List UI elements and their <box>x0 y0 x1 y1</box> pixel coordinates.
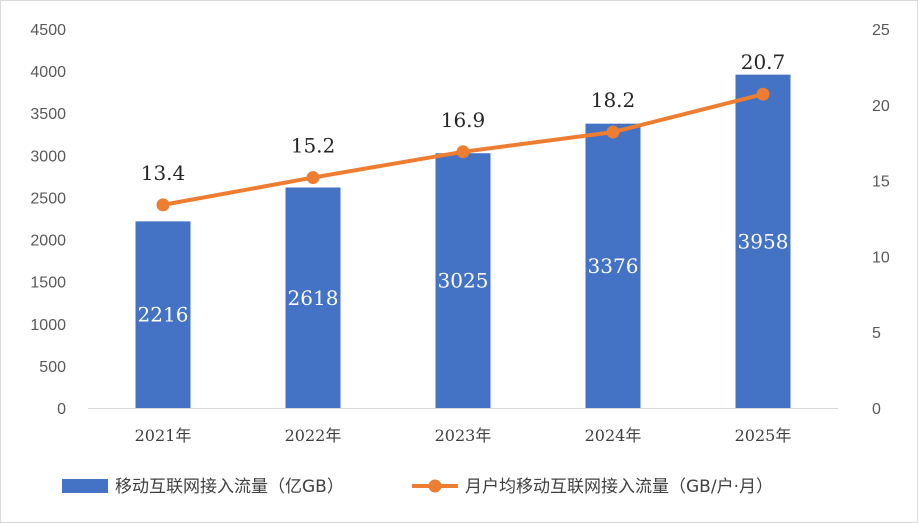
line-data-label: 16.9 <box>441 108 486 132</box>
line-point <box>756 87 770 101</box>
y-right-tick-label: 15 <box>872 174 890 191</box>
y-right-tick-label: 25 <box>872 22 890 39</box>
bar <box>735 74 791 409</box>
y-left-tick-label: 4500 <box>30 22 66 39</box>
x-tick-label: 2022年 <box>285 426 342 445</box>
y-left-tick-label: 1000 <box>30 317 66 334</box>
line-point <box>306 171 320 185</box>
bar-data-label: 2216 <box>138 303 189 327</box>
line-data-label: 18.2 <box>591 88 636 112</box>
y-right-tick-label: 5 <box>872 325 881 342</box>
legend-line-marker <box>428 479 442 493</box>
bar <box>435 153 491 408</box>
line-point <box>456 145 470 159</box>
line-data-label: 13.4 <box>141 161 186 185</box>
x-tick-label: 2025年 <box>735 426 792 445</box>
line-series: 13.4 15.2 16.9 18.2 20.7 <box>141 50 786 212</box>
y-left-tick-label: 1500 <box>30 275 66 292</box>
y-left-tick-label: 2500 <box>30 190 66 207</box>
line-data-label: 15.2 <box>291 134 336 158</box>
y-left-tick-label: 0 <box>57 401 66 418</box>
legend: 移动互联网接入流量（亿GB） 月户均移动互联网接入流量（GB/户·月） <box>62 477 773 497</box>
bar <box>585 123 641 409</box>
y-left-tick-label: 4000 <box>30 64 66 81</box>
y-left-tick-label: 3000 <box>30 148 66 165</box>
y-left-tick-label: 2000 <box>30 233 66 250</box>
bar-data-label: 3025 <box>438 269 489 293</box>
y-left-tick-label: 500 <box>39 359 66 376</box>
y-right-tick-label: 0 <box>872 401 881 418</box>
x-tick-label: 2023年 <box>435 426 492 445</box>
y-left-tick-label: 3500 <box>30 106 66 123</box>
x-tick-label: 2021年 <box>135 426 192 445</box>
legend-bar-swatch <box>62 479 108 493</box>
bar-data-label: 2618 <box>288 286 339 310</box>
bar-series: 2216 2618 3025 3376 3958 <box>135 74 791 409</box>
bar-data-label: 3376 <box>588 254 639 278</box>
bar <box>135 221 191 408</box>
legend-line-label: 月户均移动互联网接入流量（GB/户·月） <box>465 477 773 497</box>
bar-data-label: 3958 <box>738 229 789 253</box>
x-tick-label: 2024年 <box>585 426 642 445</box>
bar <box>285 187 341 408</box>
chart-axes: 0 500 1000 1500 2000 2500 3000 3500 4000 4500 0 5 10… <box>30 22 889 445</box>
y-right-tick-label: 20 <box>872 98 890 115</box>
line-point <box>606 125 620 139</box>
line-data-label: 20.7 <box>741 50 786 74</box>
y-right-tick-label: 10 <box>872 249 890 266</box>
line-point <box>156 198 170 212</box>
legend-bar-label: 移动互联网接入流量（亿GB） <box>115 477 344 497</box>
